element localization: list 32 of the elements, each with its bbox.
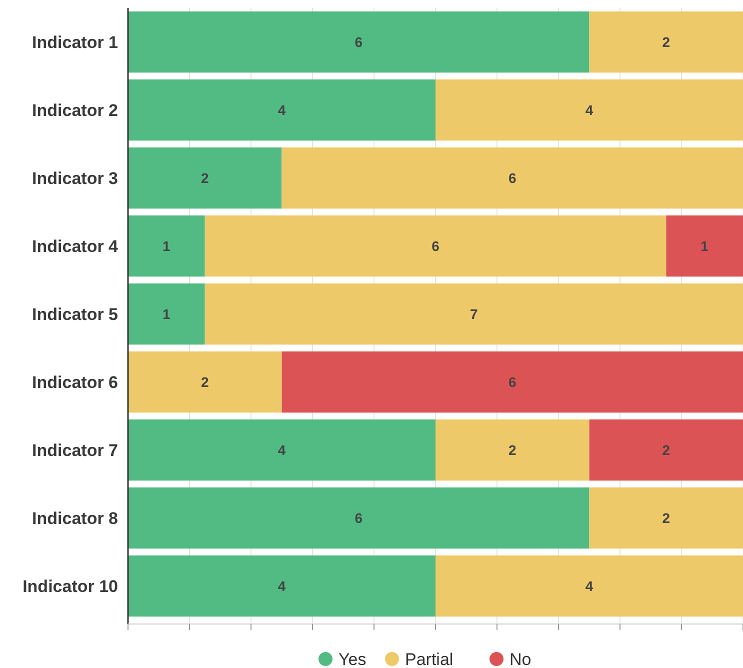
data-label: 6 (354, 34, 363, 50)
data-label: 2 (200, 170, 209, 186)
y-tick-label: Indicator 1 (32, 33, 118, 52)
data-label: 6 (354, 510, 363, 526)
y-tick-label: Indicator 8 (32, 509, 118, 528)
y-tick-label: Indicator 6 (32, 373, 118, 392)
y-tick-label: Indicator 4 (32, 237, 119, 256)
legend-label: Yes (338, 650, 366, 668)
data-label: 4 (278, 442, 286, 458)
data-label: 1 (700, 238, 709, 254)
data-label: 2 (508, 442, 516, 458)
y-tick-label: Indicator 10 (22, 577, 118, 596)
y-tick-label: Indicator 7 (32, 441, 118, 460)
data-label: 1 (162, 306, 171, 322)
data-label: 6 (508, 170, 516, 186)
data-label: 6 (432, 238, 440, 254)
data-label: 6 (508, 374, 516, 390)
y-tick-label: Indicator 3 (32, 169, 118, 188)
legend-label: Partial (405, 650, 454, 668)
data-label: 2 (662, 34, 670, 50)
data-label: 4 (585, 102, 594, 118)
data-label: 4 (585, 578, 594, 594)
data-label: 1 (162, 238, 171, 254)
data-label: 7 (470, 306, 478, 322)
y-tick-label: Indicator 5 (32, 305, 118, 324)
y-tick-label: Indicator 2 (32, 101, 118, 120)
data-label: 4 (278, 102, 286, 118)
data-label: 4 (278, 578, 286, 594)
data-label: 2 (662, 510, 670, 526)
data-label: 2 (200, 374, 209, 390)
data-label: 2 (662, 442, 670, 458)
legend-label: No (510, 650, 532, 668)
